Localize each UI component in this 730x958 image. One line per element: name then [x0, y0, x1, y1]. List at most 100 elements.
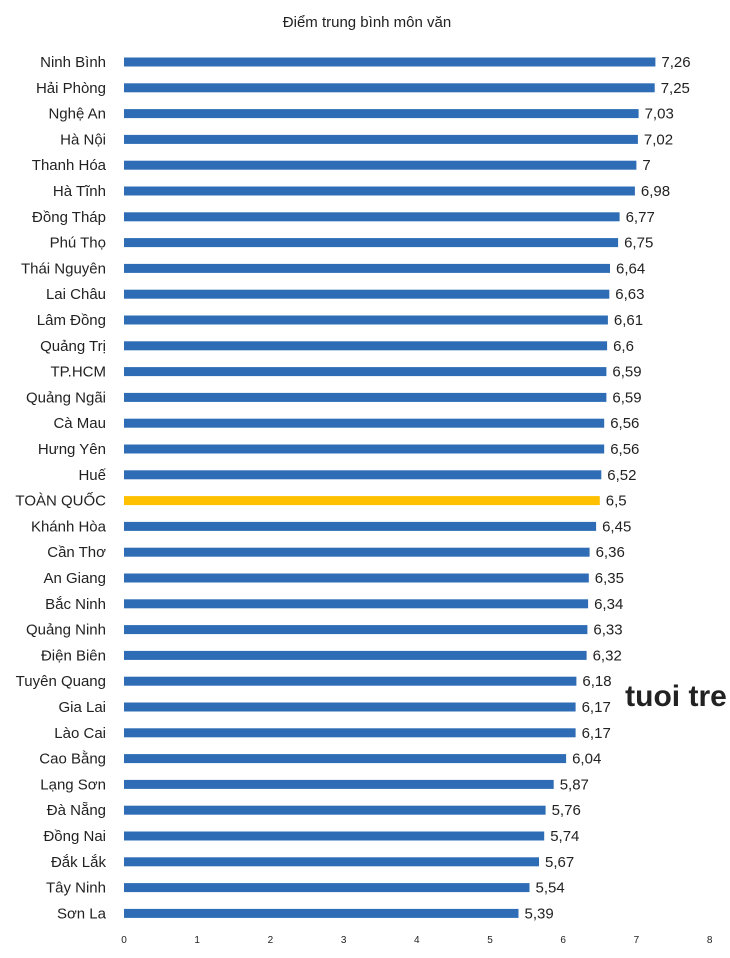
bar	[124, 418, 605, 428]
category-label: Sơn La	[57, 905, 107, 922]
bar	[124, 83, 655, 93]
category-label: Hà Nội	[60, 131, 106, 148]
data-label: 6,75	[624, 235, 653, 252]
x-axis-ticks: 0 1 2 3 4 5 6 7 8	[121, 935, 713, 946]
bar	[124, 470, 602, 480]
x-tick-label: 8	[707, 935, 713, 946]
bar	[124, 238, 619, 248]
data-label: 6,56	[610, 415, 639, 432]
data-label: 5,74	[550, 828, 579, 845]
category-labels: Ninh Bình Hải Phòng Nghệ An Hà Nội Thanh Hóa…	[15, 54, 106, 922]
data-label: 6,35	[595, 570, 624, 587]
x-tick-label: 2	[268, 935, 274, 946]
x-tick-label: 1	[194, 935, 200, 946]
category-label: Đà Nẵng	[47, 802, 106, 819]
bar	[124, 496, 600, 506]
category-label: Cao Bằng	[39, 751, 106, 768]
data-label: 6,34	[594, 596, 623, 613]
data-label: 5,67	[545, 854, 574, 871]
category-label: Quảng Trị	[40, 338, 106, 355]
data-label: 7,02	[644, 131, 673, 148]
category-label: Thái Nguyên	[21, 260, 106, 277]
category-label: Quảng Ninh	[26, 622, 106, 639]
bar	[124, 212, 620, 222]
bar	[124, 444, 605, 454]
bar	[124, 908, 519, 918]
bar	[124, 547, 590, 557]
bar	[124, 857, 539, 867]
data-label: 6,63	[615, 286, 644, 303]
category-label: Tây Ninh	[46, 880, 106, 897]
bar	[124, 367, 607, 377]
category-label: Đồng Tháp	[32, 209, 106, 226]
bar	[124, 341, 608, 351]
category-label: Lào Cai	[54, 725, 106, 742]
data-label: 7,25	[661, 80, 690, 97]
category-label: Nghệ An	[48, 106, 106, 123]
category-label: Thanh Hóa	[32, 157, 107, 174]
x-tick-label: 5	[487, 935, 493, 946]
x-tick-label: 0	[121, 935, 127, 946]
bar	[124, 805, 546, 815]
x-tick-label: 6	[560, 935, 566, 946]
bars-group	[124, 57, 656, 918]
data-label: 6,45	[602, 518, 631, 535]
data-label: 7	[642, 157, 650, 174]
category-label: Phú Thọ	[50, 235, 106, 252]
category-label: Hà Tĩnh	[53, 183, 106, 200]
bar	[124, 779, 554, 789]
x-tick-label: 3	[341, 935, 347, 946]
data-label: 6,56	[610, 441, 639, 458]
category-label: Hải Phòng	[36, 80, 106, 97]
data-label: 6,59	[612, 389, 641, 406]
value-labels: 7,26 7,25 7,03 7,02 7 6,98 6,77 6,75 6,64 6,63 6,6…	[525, 54, 691, 922]
bar	[124, 599, 589, 609]
category-label: Cần Thơ	[47, 544, 106, 561]
category-label: TOÀN QUỐC	[15, 492, 106, 510]
bar	[124, 263, 610, 273]
data-label: 7,03	[645, 106, 674, 123]
data-label: 6,5	[606, 493, 627, 510]
bar	[124, 160, 637, 170]
data-label: 6,52	[607, 467, 636, 484]
data-label: 6,33	[593, 622, 622, 639]
bar	[124, 521, 597, 531]
category-label: Huế	[78, 467, 106, 484]
category-label: An Giang	[43, 570, 106, 587]
data-label: 5,39	[525, 905, 554, 922]
bar	[124, 134, 638, 144]
category-label: Đắk Lắk	[51, 854, 107, 871]
data-label: 6,77	[626, 209, 655, 226]
category-label: Quảng Ngãi	[26, 389, 106, 406]
bar	[124, 831, 545, 841]
data-label: 6,64	[616, 260, 645, 277]
x-tick-label: 7	[634, 935, 640, 946]
bar	[124, 625, 588, 635]
category-label: Gia Lai	[58, 699, 106, 716]
data-label: 6,98	[641, 183, 670, 200]
bar	[124, 650, 587, 660]
data-label: 6,17	[582, 699, 611, 716]
data-label: 5,87	[560, 776, 589, 793]
data-label: 6,36	[596, 544, 625, 561]
category-label: Bắc Ninh	[45, 596, 106, 613]
data-label: 5,54	[536, 880, 565, 897]
category-label: Điện Biên	[41, 647, 106, 664]
bar	[124, 392, 607, 402]
x-tick-label: 4	[414, 935, 420, 946]
data-label: 6,04	[572, 751, 601, 768]
bar	[124, 883, 530, 893]
data-label: 7,26	[661, 54, 690, 71]
bar	[124, 754, 567, 764]
data-label: 6,59	[612, 364, 641, 381]
data-label: 6,61	[614, 312, 643, 329]
data-label: 6,18	[582, 673, 611, 690]
bar	[124, 109, 639, 119]
data-label: 5,76	[552, 802, 581, 819]
bar	[124, 728, 576, 738]
category-label: Hưng Yên	[38, 441, 106, 458]
data-label: 6,6	[613, 338, 634, 355]
category-label: Ninh Bình	[40, 54, 106, 71]
category-label: Đồng Nai	[43, 828, 106, 845]
